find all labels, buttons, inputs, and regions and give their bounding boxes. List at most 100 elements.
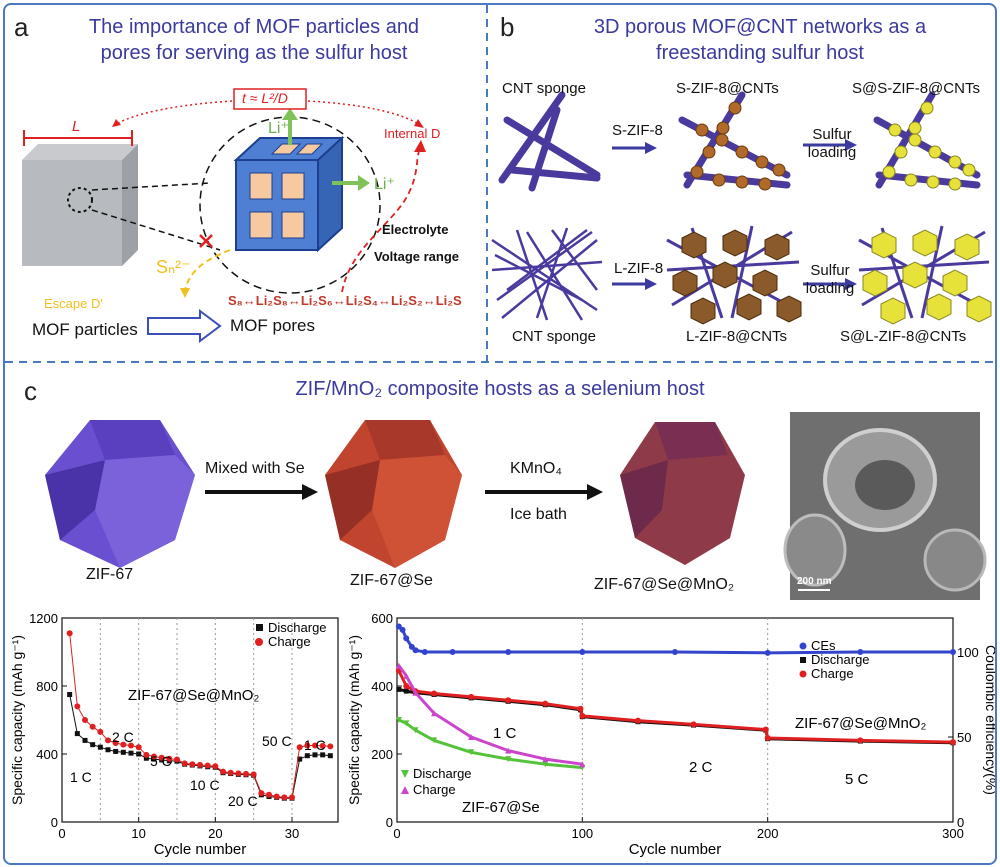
l-zif8-label: L-ZIF-8	[614, 260, 664, 277]
data-point	[396, 686, 402, 692]
charge-point	[189, 761, 196, 768]
mof-particle-cube	[22, 144, 138, 266]
charge-point	[250, 771, 257, 778]
escape-d-label: Escape D'	[44, 296, 103, 311]
s-zif8-cnts-label: S-ZIF-8@CNTs	[676, 80, 779, 97]
cnt-sponge-bottom	[491, 227, 603, 321]
x-tick-label: 20	[208, 826, 222, 841]
zif67-se-label: ZIF-67@Se	[350, 572, 433, 589]
y-tick-label: 0	[386, 815, 393, 830]
mof-particles-label: MOF particles	[32, 320, 138, 339]
charge-point	[82, 717, 88, 723]
discharge-point	[136, 751, 142, 757]
series-line-3	[398, 718, 583, 770]
panel-a-L: L	[72, 118, 81, 135]
charge-point	[266, 791, 272, 798]
panel-b-title: 3D porous MOF@CNT networks as a freestan…	[593, 16, 927, 64]
series-line-0	[397, 625, 953, 655]
charge-point	[181, 760, 188, 767]
mof-pores-label: MOF pores	[230, 316, 316, 335]
x-tick-label: 30	[285, 826, 299, 841]
y-tick-label: 200	[371, 747, 393, 762]
data-point	[395, 717, 402, 723]
charge-point	[120, 741, 127, 748]
y-axis-label: Specific capacity (mAh g⁻¹)	[346, 635, 362, 805]
discharge-point	[90, 742, 96, 748]
data-point	[399, 626, 406, 633]
data-point	[505, 756, 512, 763]
legend-marker	[799, 670, 807, 678]
charge-point	[97, 728, 104, 735]
cnt-sponge-bottom-label: CNT sponge	[512, 328, 596, 345]
data-point	[764, 735, 771, 742]
data-point	[542, 761, 549, 768]
discharge-point	[105, 747, 111, 753]
charge-point	[197, 761, 203, 768]
panel-a-illustration	[22, 88, 426, 343]
electrolyte-label: Electrolyte	[382, 222, 449, 237]
charge-point	[89, 723, 96, 730]
figure-frame	[3, 3, 997, 865]
s-s-zif8-cnts-label: S@S-ZIF-8@CNTs	[852, 80, 980, 97]
data-point	[950, 739, 956, 746]
rate-annotation: 50 C	[262, 733, 292, 749]
s-zif8-cnts	[678, 91, 791, 191]
zif67-se-mno2-crystal	[620, 422, 745, 565]
x-tick-label: 200	[757, 826, 779, 841]
sem-scale-bar-label: 200 nm	[797, 576, 832, 587]
rate-annotation: 20 C	[228, 793, 258, 809]
s-l-zif8-cnts	[858, 225, 992, 325]
x-axis-label: Cycle number	[154, 841, 247, 858]
y2-tick-label: 50	[957, 730, 971, 745]
charge-point	[112, 739, 119, 746]
li-top-label: Li⁺	[268, 120, 289, 137]
data-point	[857, 649, 864, 655]
data-point	[762, 726, 769, 733]
cnt-sponge-top	[498, 91, 601, 192]
rate-annotation: 5 C	[150, 753, 172, 769]
y-tick-label: 800	[36, 679, 58, 694]
data-point	[542, 700, 549, 707]
discharge-point	[128, 750, 134, 756]
panel-a-title: The importance of MOF particles and pore…	[88, 16, 420, 64]
chart-annotation: 1 C	[493, 725, 517, 742]
charge-point	[327, 743, 334, 750]
charge-point	[273, 793, 280, 800]
charge-point	[128, 742, 134, 749]
data-point	[412, 647, 419, 654]
data-point	[577, 705, 584, 712]
data-point	[403, 683, 410, 689]
discharge-point	[297, 756, 303, 762]
s-zif8-label: S-ZIF-8	[612, 122, 663, 139]
charge-point	[151, 753, 157, 760]
rate-capability-chart: 0 10 20 30 0 400 800 1200 Cycle number Specific c…	[9, 611, 339, 858]
x-tick-label: 0	[393, 826, 400, 841]
data-point	[421, 649, 428, 655]
legend-label: Charge	[811, 666, 854, 681]
y2-tick-label: 0	[957, 815, 964, 830]
y-tick-label: 600	[371, 611, 393, 626]
y2-axis-label: Coulombic efficiency(%)	[983, 645, 995, 795]
data-point	[431, 710, 438, 717]
data-point	[403, 672, 410, 679]
legend-marker	[401, 770, 409, 778]
charge-point	[66, 630, 73, 637]
zif67-se-mno2-label: ZIF-67@Se@MnO₂	[594, 576, 735, 593]
charge-point	[105, 737, 111, 744]
panel-b-label: b	[500, 12, 515, 42]
zif67-crystal	[45, 420, 195, 568]
data-point	[403, 688, 409, 694]
charge-point	[312, 742, 318, 749]
data-point	[412, 689, 419, 696]
data-point	[579, 712, 586, 719]
data-point	[431, 737, 438, 744]
discharge-point	[143, 755, 149, 761]
y-tick-label: 400	[371, 679, 393, 694]
charge-point	[158, 754, 165, 761]
reaction-chain: S₈↔Li₂S₈↔Li₂S₆↔Li₂S₄↔Li₂S₂↔Li₂S	[228, 293, 462, 308]
panel-c-illustration	[45, 412, 987, 600]
legend-charge-marker	[255, 638, 263, 646]
s-l-zif8-cnts-label: S@L-ZIF-8@CNTs	[840, 328, 967, 345]
polysulfide-label: Sₙ²⁻	[156, 257, 191, 277]
